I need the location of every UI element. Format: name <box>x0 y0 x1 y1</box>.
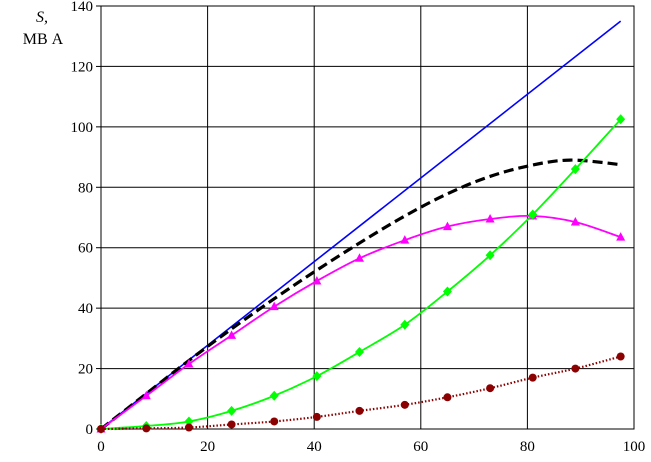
y-tick-label: 40 <box>78 301 93 317</box>
y-axis-symbol: S, <box>36 9 48 26</box>
plot-border <box>100 5 635 430</box>
data-point <box>184 416 194 427</box>
data-point <box>184 423 193 432</box>
x-tick-label: 100 <box>623 439 646 455</box>
y-tick-label: 60 <box>78 241 93 257</box>
data-point <box>570 217 580 226</box>
y-tick-label: 140 <box>71 0 94 15</box>
data-point <box>443 393 452 402</box>
data-point <box>355 406 364 415</box>
data-point <box>312 412 321 421</box>
data-point <box>616 114 626 125</box>
data-point <box>616 352 625 361</box>
data-point <box>528 373 537 382</box>
data-point <box>400 235 410 244</box>
x-tick-label: 0 <box>97 439 105 455</box>
data-point <box>184 359 194 368</box>
data-point <box>227 405 237 416</box>
data-point <box>355 253 365 262</box>
data-point <box>270 417 279 426</box>
y-tick-label: 0 <box>86 422 94 438</box>
y-tick-label: 120 <box>71 59 94 75</box>
chart-series <box>96 20 626 434</box>
data-point <box>400 319 410 330</box>
data-point <box>486 384 495 393</box>
data-point <box>570 164 580 175</box>
data-point <box>442 286 452 297</box>
data-point <box>142 424 151 433</box>
data-point <box>355 346 365 357</box>
data-point <box>227 330 237 339</box>
y-tick-label: 100 <box>71 120 94 136</box>
y-axis-label: S, МВ А <box>23 9 64 48</box>
x-tick-label: 60 <box>413 439 428 455</box>
data-point <box>97 425 105 433</box>
y-tick-label: 20 <box>78 362 93 378</box>
data-point <box>571 364 580 373</box>
data-point <box>485 250 495 261</box>
data-point <box>616 232 626 241</box>
y-axis-unit: МВ А <box>23 31 64 48</box>
data-point <box>269 390 279 401</box>
data-point <box>312 371 322 382</box>
x-tick-label: 80 <box>520 439 535 455</box>
data-point <box>528 209 538 220</box>
data-point <box>442 221 452 231</box>
data-point <box>227 420 236 429</box>
x-tick-label: 40 <box>307 439 322 455</box>
data-point <box>312 275 322 285</box>
data-point <box>485 214 495 223</box>
series-line-1 <box>100 158 621 431</box>
series-1 <box>100 158 621 431</box>
x-tick-label: 20 <box>200 439 215 455</box>
data-point <box>400 400 409 409</box>
series-4 <box>97 352 625 433</box>
data-point <box>269 301 279 311</box>
data-point <box>141 390 151 400</box>
chart-tick-labels: 0 20 40 60 80 100 0 20 40 60 80 100 120 140 <box>71 0 646 455</box>
y-tick-label: 80 <box>78 180 93 196</box>
